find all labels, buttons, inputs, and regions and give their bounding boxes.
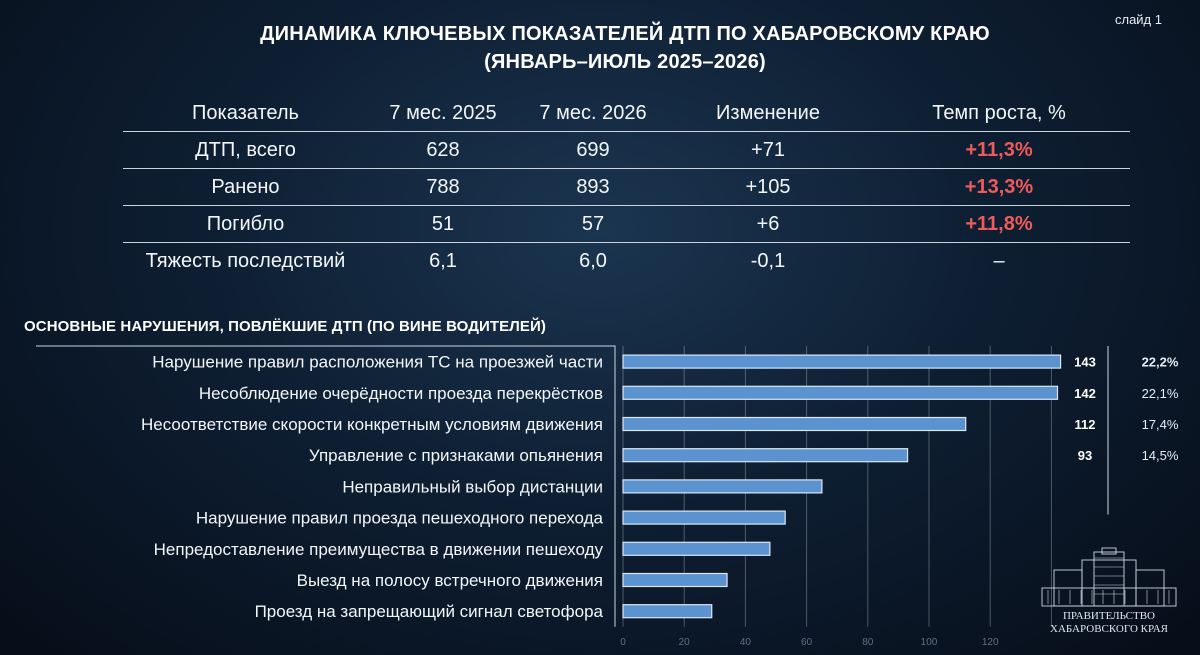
kpi-cell-indicator: Ранено [123, 168, 368, 206]
table-row: Ранено 788 893 +105 +13,3% [123, 168, 1130, 206]
kpi-header-cell: Показатель [123, 95, 368, 132]
kpi-header-cell: 7 мес. 2025 [368, 95, 518, 132]
category-label: Нарушение правил проезда пешеходного пер… [196, 509, 604, 528]
share-label: 22,1% [1142, 386, 1179, 401]
government-building-icon [1041, 547, 1177, 607]
kpi-header-cell: Изменение [668, 95, 868, 132]
page-title-line2: (ЯНВАРЬ–ИЮЛЬ 2025–2026) [484, 51, 766, 73]
kpi-cell-growth-rate: +11,3% [868, 131, 1130, 169]
bar [622, 510, 786, 525]
kpi-cell-indicator: Погибло [123, 205, 368, 243]
kpi-cell-2026: 57 [518, 205, 668, 243]
kpi-cell-2025: 6,1 [429, 249, 457, 272]
kpi-cell-change: +71 [668, 131, 868, 169]
bar [622, 354, 1062, 369]
data-label: 112 [1075, 417, 1096, 432]
kpi-cell-2026: 893 [518, 168, 668, 206]
kpi-cell-2025: 788 [368, 168, 518, 206]
x-tick-label: 100 [921, 637, 938, 648]
kpi-cell-2026: 6,0 [579, 249, 607, 272]
data-label: 143 [1074, 355, 1096, 370]
kpi-cell-change: -0,1 [750, 249, 786, 272]
building-block [1101, 547, 1117, 555]
logo-line2: ХАБАРОВСКОГО КРАЯ [1050, 623, 1168, 635]
kpi-table: Показатель 7 мес. 2025 7 мес. 2026 Измен… [123, 95, 1130, 279]
x-tick-label: 20 [679, 637, 691, 648]
category-label: Проезд на запрещающий сигнал светофора [255, 602, 604, 621]
bar [622, 541, 771, 556]
building-block [1093, 551, 1125, 607]
category-label: Неправильный выбор дистанции [342, 477, 603, 496]
bar [622, 479, 823, 494]
kpi-header-cell: 7 мес. 2026 [518, 95, 668, 132]
kpi-cell-growth-rate: +11,8% [868, 205, 1130, 243]
kpi-cell-indicator: ДТП, всего [123, 131, 368, 169]
kpi-cell-change: +105 [668, 168, 868, 206]
chart-title: ОСНОВНЫЕ НАРУШЕНИЯ, ПОВЛЁКШИЕ ДТП (ПО ВИ… [24, 318, 546, 335]
bar [622, 572, 728, 588]
table-row: ДТП, всего 628 699 +71 +11,3% [123, 131, 1130, 169]
page-title: ДИНАМИКА КЛЮЧЕВЫХ ПОКАЗАТЕЛЕЙ ДТП ПО ХАБ… [0, 20, 1200, 76]
share-label: 17,4% [1142, 417, 1179, 432]
kpi-header-cell: Темп роста, % [868, 95, 1130, 132]
table-row: Тяжесть последствий 6,1 6,0 -0,1 – [123, 243, 1130, 280]
kpi-cell-2025: 628 [368, 131, 518, 169]
bar [622, 416, 967, 432]
kpi-cell-2026: 699 [518, 131, 668, 169]
x-tick-label: 60 [801, 637, 813, 648]
kpi-cell-growth-rate: +13,3% [868, 168, 1130, 206]
kpi-cell-2025: 51 [368, 205, 518, 243]
x-tick-label: 120 [982, 637, 999, 648]
bar [622, 385, 1059, 400]
table-row: Погибло 51 57 +6 +11,8% [123, 205, 1130, 243]
kpi-cell-indicator: Тяжесть последствий [145, 249, 346, 272]
category-bracket [36, 345, 616, 627]
bar [622, 604, 713, 619]
category-label: Несоблюдение очерёдности проезда перекрё… [199, 384, 603, 403]
category-label: Управление с признаками опьянения [309, 446, 603, 465]
building-block [1041, 587, 1177, 607]
data-label: 93 [1078, 448, 1092, 463]
x-tick-label: 0 [620, 637, 626, 648]
category-label: Несоответствие скорости конкретным услов… [141, 415, 603, 434]
data-label: 142 [1074, 386, 1096, 401]
category-label: Выезд на полосу встречного движения [297, 571, 603, 590]
category-label: Нарушение правил расположения ТС на прое… [152, 353, 603, 372]
category-label: Непредоставление преимущества в движении… [154, 540, 604, 559]
government-logo-text: ПРАВИТЕЛЬСТВО ХАБАРОВСКОГО КРАЯ [1042, 610, 1176, 636]
logo-line1: ПРАВИТЕЛЬСТВО [1062, 610, 1155, 622]
slide-number: слайд 1 [1114, 12, 1162, 27]
kpi-cell-change: +6 [668, 205, 868, 243]
page-title-line1: ДИНАМИКА КЛЮЧЕВЫХ ПОКАЗАТЕЛЕЙ ДТП ПО ХАБ… [260, 23, 990, 45]
x-tick-label: 80 [862, 637, 874, 648]
kpi-cell-growth-rate: – [993, 249, 1005, 272]
share-label: 14,5% [1142, 448, 1179, 463]
bar [622, 448, 909, 463]
kpi-header-row: Показатель 7 мес. 2025 7 мес. 2026 Измен… [123, 95, 1130, 132]
x-tick-label: 40 [740, 637, 752, 648]
share-label: 22,2% [1142, 355, 1179, 370]
